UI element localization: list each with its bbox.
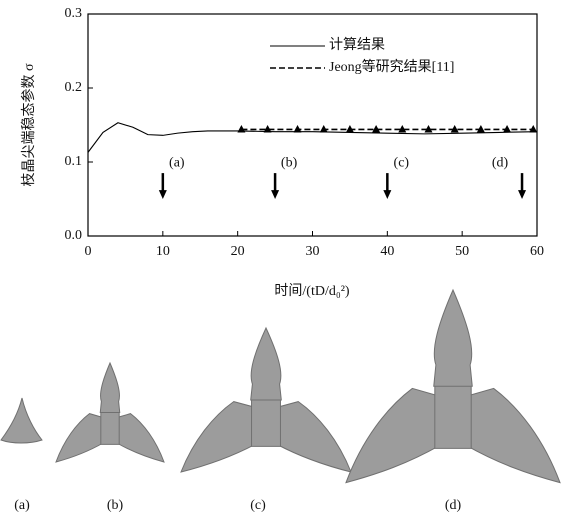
panel-caption: (b) (107, 498, 124, 513)
dendrite-spike (434, 290, 473, 386)
x-tick-label: 30 (306, 244, 320, 259)
x-tick-label: 10 (156, 244, 170, 259)
annotation: (b) (281, 156, 298, 171)
y-tick-label: 0.3 (65, 6, 83, 21)
dendrite-arm (346, 388, 442, 482)
legend-label: Jeong等研究结果[11] (329, 58, 454, 75)
figure: 枝晶尖端稳态参数 σ 时间/(tD/d₀²) 0 10 20 30 40 50 60 0.0 0… (0, 0, 571, 519)
dendrite-arm (464, 388, 560, 482)
arrow-head (518, 190, 526, 199)
y-tick-label: 0.1 (65, 154, 83, 169)
dendrite-hub (252, 396, 281, 446)
y-tick-label: 0.2 (65, 80, 83, 95)
dendrite-a (1, 398, 42, 443)
x-tick-label: 60 (530, 244, 544, 259)
dendrite-spike (251, 328, 282, 400)
dendrite-arm (181, 402, 258, 472)
y-tick-label: 0.0 (65, 228, 83, 243)
x-axis-label: 时间/(tD/d₀²) (274, 283, 350, 299)
dendrite-hub (101, 410, 119, 445)
panel-caption: (d) (445, 498, 462, 513)
dendrite-spike (100, 363, 119, 413)
series-line (88, 123, 537, 153)
dendrite-arm (56, 414, 105, 462)
x-tick-label: 20 (231, 244, 245, 259)
plot-frame (88, 14, 537, 236)
x-tick-label: 0 (85, 244, 92, 259)
legend-label: 计算结果 (329, 37, 385, 53)
arrow-head (271, 190, 279, 199)
y-axis-label: 枝晶尖端稳态参数 σ (20, 63, 37, 186)
dendrite-hub (435, 381, 471, 448)
annotation: (a) (169, 156, 185, 171)
dendrite-arm (275, 402, 352, 472)
annotation: (d) (492, 156, 509, 171)
x-tick-label: 40 (380, 244, 394, 259)
arrow-head (383, 190, 391, 199)
x-tick-label: 50 (455, 244, 469, 259)
panel-caption: (a) (14, 498, 30, 513)
annotation: (c) (394, 156, 410, 171)
dendrite-arm (115, 414, 164, 462)
arrow-head (159, 190, 167, 199)
panel-caption: (c) (250, 498, 266, 513)
